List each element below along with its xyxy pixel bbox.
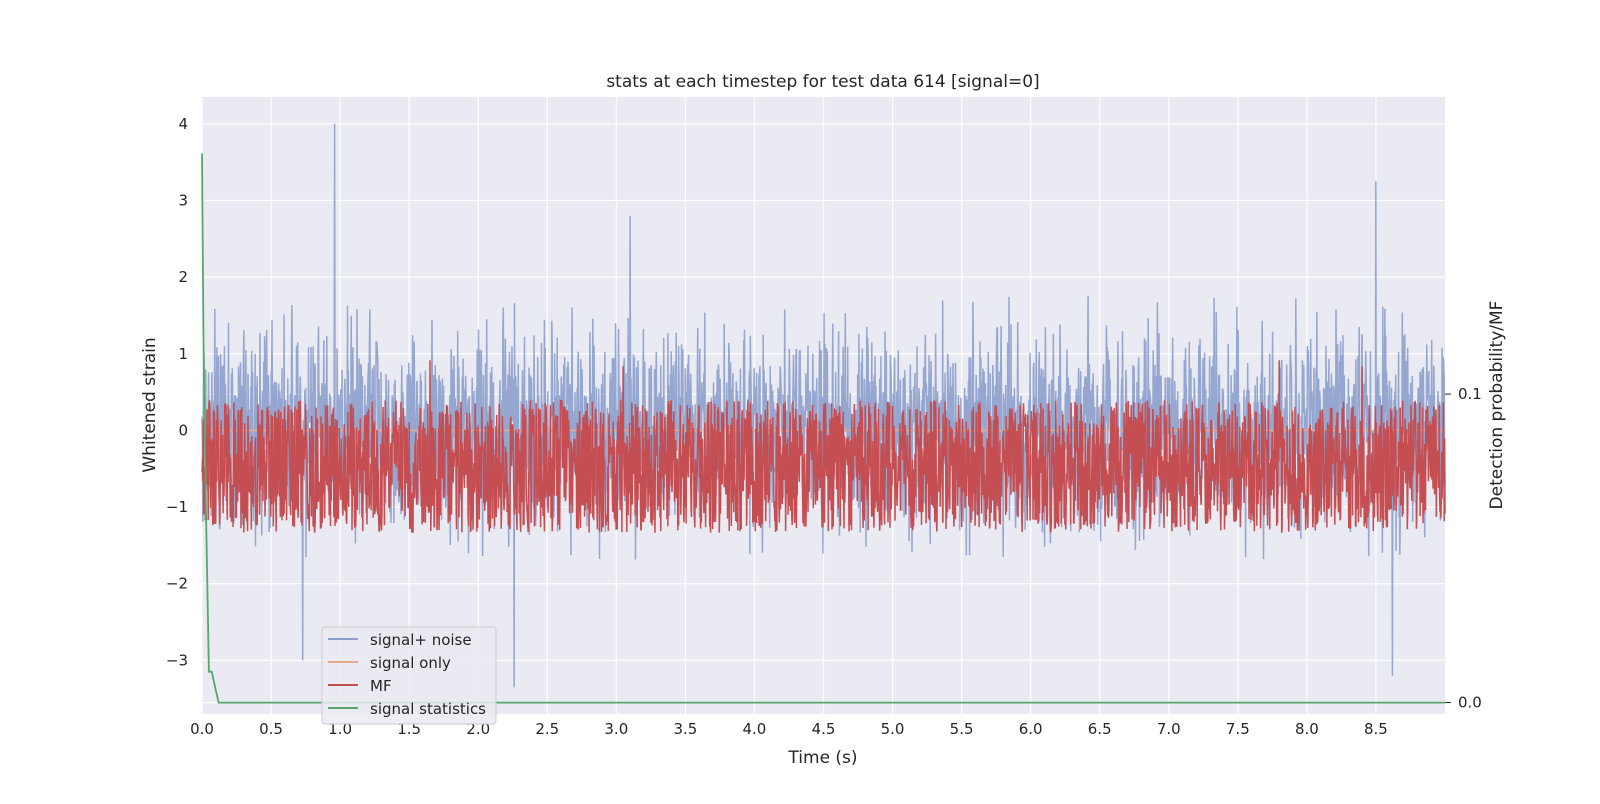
x-tick-label: 8.0 bbox=[1295, 720, 1319, 738]
x-tick-label: 6.5 bbox=[1088, 720, 1112, 738]
x-tick-label: 5.0 bbox=[881, 720, 905, 738]
x-tick-label: 3.5 bbox=[673, 720, 697, 738]
y-tick-label: −3 bbox=[166, 651, 188, 669]
series-signal-statistics-line bbox=[201, 153, 1445, 704]
y-tick-label: 4 bbox=[178, 115, 188, 133]
legend-label-signal-statistics: signal statistics bbox=[370, 700, 486, 718]
y-tick-label: 2 bbox=[178, 268, 188, 286]
x-tick-label: 7.0 bbox=[1157, 720, 1181, 738]
y-tick-label: 3 bbox=[178, 191, 188, 209]
y-tick-label: −2 bbox=[166, 575, 188, 593]
legend-entry-signal-statistics: signal statistics bbox=[328, 700, 486, 718]
y2-tick-label: 0.0 bbox=[1458, 694, 1482, 712]
y-tick-label: 0 bbox=[178, 421, 188, 439]
x-tick-label: 2.5 bbox=[535, 720, 559, 738]
x-tick-label: 4.0 bbox=[743, 720, 767, 738]
x-tick-label: 5.5 bbox=[950, 720, 974, 738]
x-tick-label: 7.5 bbox=[1226, 720, 1250, 738]
y-axis-label: Whitened strain bbox=[140, 337, 160, 472]
x-tick-label: 8.5 bbox=[1364, 720, 1388, 738]
x-tick-label: 0.0 bbox=[190, 720, 214, 738]
legend-entry-signal-noise: signal+ noise bbox=[328, 631, 472, 649]
y2-tick-label: 0.1 bbox=[1458, 385, 1482, 403]
legend: signal+ noise signal only MF signal stat… bbox=[321, 626, 497, 725]
chart-title: stats at each timestep for test data 614… bbox=[606, 72, 1039, 92]
series-layer bbox=[201, 123, 1446, 704]
x-tick-label: 6.0 bbox=[1019, 720, 1043, 738]
y-tick-label: −1 bbox=[166, 498, 188, 516]
legend-label-mf: MF bbox=[370, 677, 392, 695]
legend-label-signal-only: signal only bbox=[370, 654, 451, 672]
x-tick-label: 4.5 bbox=[812, 720, 836, 738]
legend-entry-mf: MF bbox=[328, 677, 392, 695]
y-tick-label: 1 bbox=[178, 345, 188, 363]
series-mf-line bbox=[201, 360, 1446, 533]
x-tick-label: 3.0 bbox=[604, 720, 628, 738]
legend-box bbox=[321, 626, 497, 725]
legend-entry-signal-only: signal only bbox=[328, 654, 451, 672]
x-tick-label: 0.5 bbox=[259, 720, 283, 738]
x-axis-label: Time (s) bbox=[787, 748, 857, 768]
y2-axis-label: Detection probability/MF bbox=[1487, 301, 1507, 510]
legend-label-signal-noise: signal+ noise bbox=[370, 631, 472, 649]
